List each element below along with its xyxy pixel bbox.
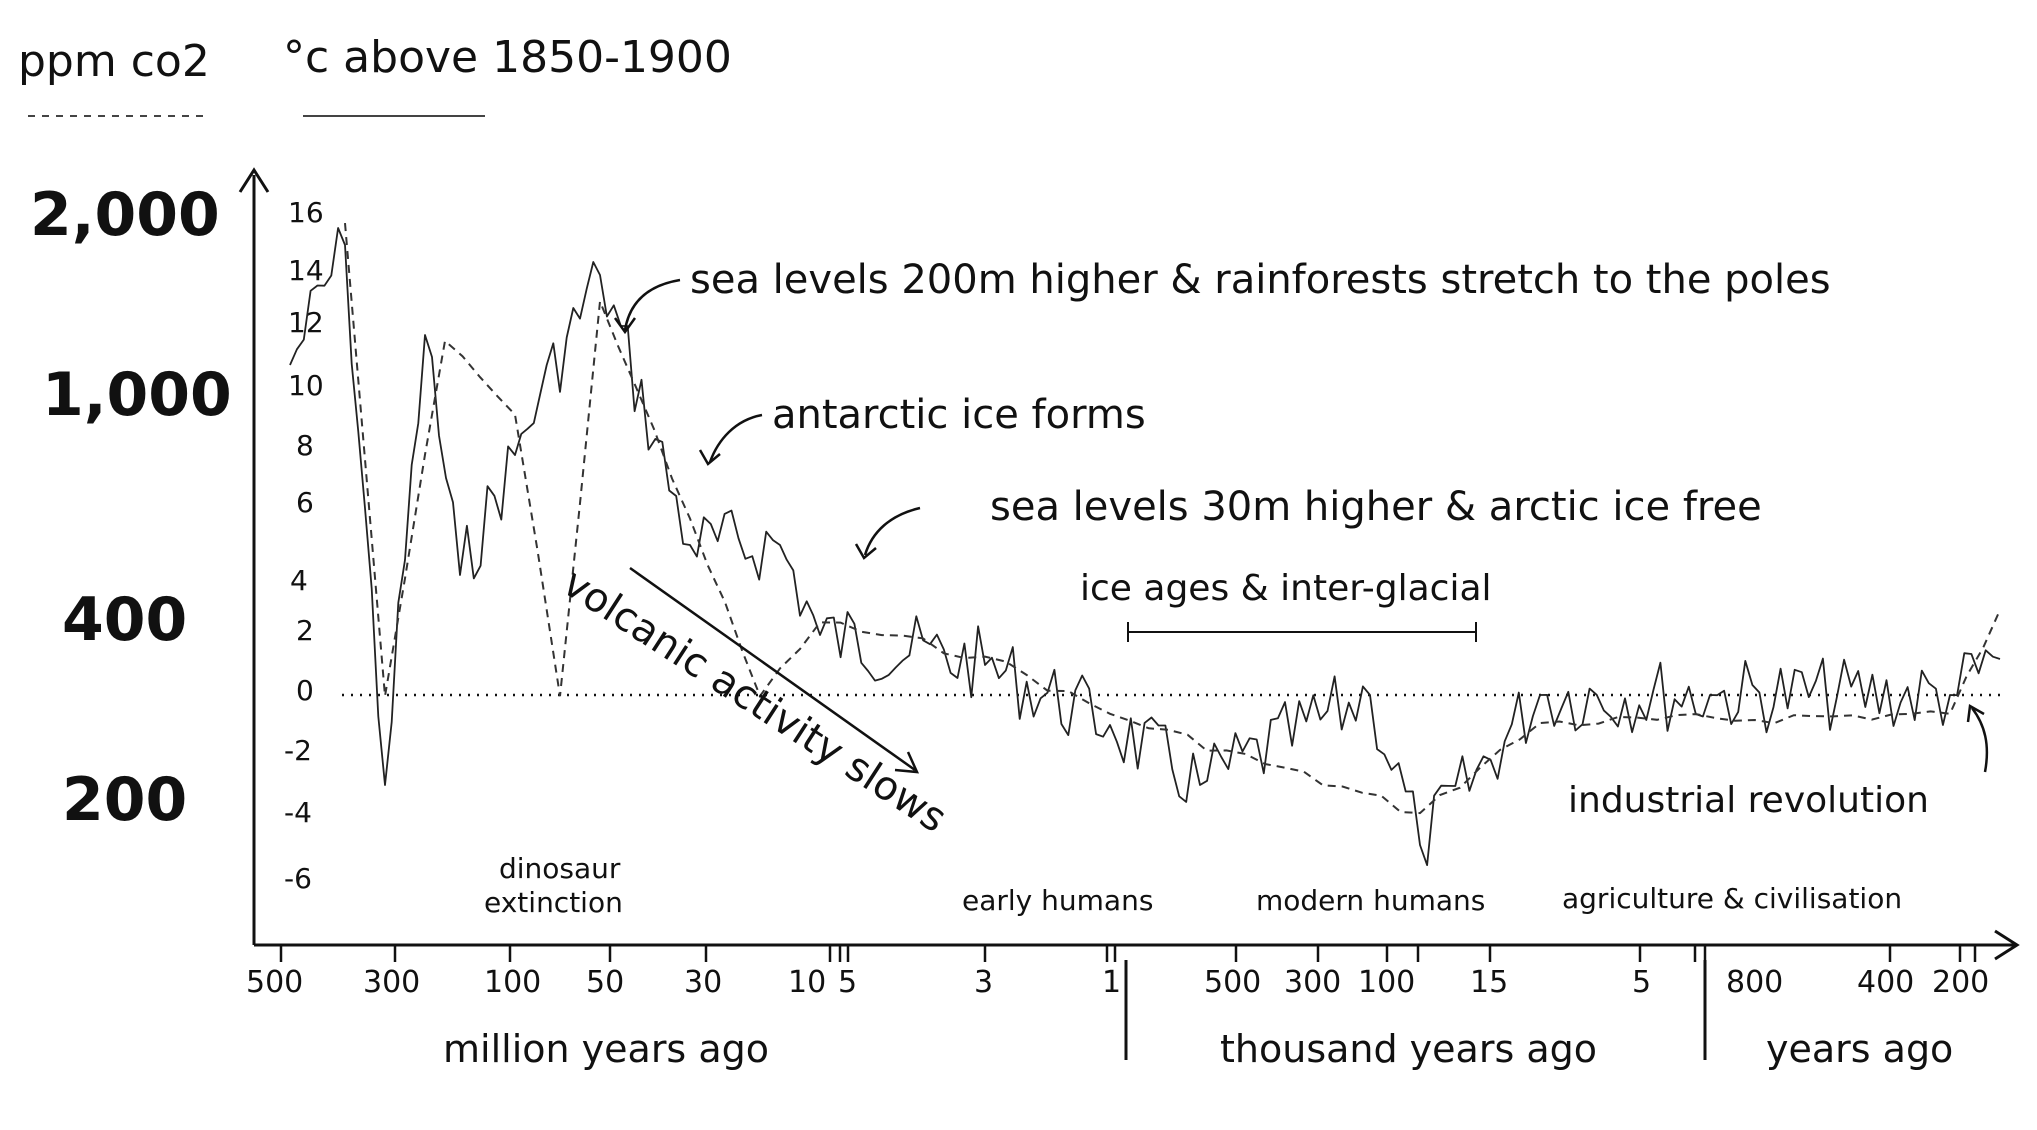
- annotation-antarctic-arrow: [708, 413, 763, 463]
- temp-tick-label: 16: [288, 196, 324, 229]
- temp-tick-label: 6: [296, 486, 314, 519]
- annotation-rainforests: sea levels 200m higher & rainforests str…: [690, 257, 1831, 303]
- temp-legend-label: °c above 1850-1900: [283, 32, 732, 83]
- x-tick-label: 50: [586, 965, 624, 1000]
- annotation-arctic-ice-free: sea levels 30m higher & arctic ice free: [990, 484, 1762, 530]
- industrial-revolution-arrow: [1971, 707, 1989, 773]
- era-label-extinction: extinction: [484, 886, 623, 919]
- annotation-ice-ages: ice ages & inter-glacial: [1080, 568, 1492, 609]
- segment-label-years: years ago: [1766, 1027, 1953, 1071]
- temp-axis-ticks: 16 14 12 10 8 6 4 2 0 -2 -4 -6: [284, 196, 324, 895]
- x-tick-label: 100: [484, 965, 541, 1000]
- co2-axis-ticks: 2,000 1,000 400 200: [30, 180, 232, 835]
- x-tick-label: 200: [1932, 965, 1989, 1000]
- co2-tick-label: 200: [62, 765, 187, 835]
- x-tick-label: 5: [1632, 965, 1651, 1000]
- x-tick-label: 500: [1204, 965, 1261, 1000]
- x-tick-label: 400: [1857, 965, 1914, 1000]
- x-tick-label: 15: [1470, 965, 1508, 1000]
- temp-tick-label: 4: [290, 564, 308, 597]
- temp-tick-label: 2: [296, 614, 314, 647]
- temp-tick-label: 14: [288, 254, 324, 287]
- temp-tick-label: 8: [296, 429, 314, 462]
- era-label-dinosaur: dinosaur: [499, 852, 621, 885]
- x-tick-label: 500: [246, 965, 303, 1000]
- annotation-volcanic-activity: volcanic activity slows: [555, 560, 955, 842]
- annotation-antarctic-ice: antarctic ice forms: [772, 392, 1146, 438]
- x-tick-label: 30: [684, 965, 722, 1000]
- annotation-industrial-revolution: industrial revolution: [1568, 780, 1929, 821]
- x-tick-label: 300: [1284, 965, 1341, 1000]
- segment-label-million: million years ago: [443, 1027, 769, 1071]
- x-tick-label: 5: [838, 965, 857, 1000]
- co2-legend-label: ppm co2: [18, 36, 210, 87]
- annotation-antarctic-arrowhead: [698, 449, 721, 466]
- co2-series-line: [344, 223, 2001, 815]
- y-axis-arrowhead: [238, 167, 270, 193]
- co2-tick-label: 400: [62, 585, 187, 655]
- x-axis-tick-marks: [279, 945, 1977, 962]
- co2-tick-label: 1,000: [42, 360, 232, 430]
- x-tick-label: 100: [1358, 965, 1415, 1000]
- temp-tick-label: -2: [284, 734, 312, 767]
- temp-tick-label: -6: [284, 862, 312, 895]
- co2-tick-label: 2,000: [30, 180, 220, 250]
- annotation-rainforests-arrow: [623, 278, 681, 331]
- x-tick-label: 1: [1102, 965, 1121, 1000]
- era-label-agriculture: agriculture & civilisation: [1562, 882, 1902, 915]
- segment-label-thousand: thousand years ago: [1220, 1027, 1597, 1071]
- annotation-arctic-arrow: [863, 506, 921, 556]
- annotation-rainforests-arrowhead: [613, 317, 637, 335]
- temperature-series-line: [289, 227, 2001, 866]
- x-tick-label: 300: [363, 965, 420, 1000]
- x-tick-label: 3: [974, 965, 993, 1000]
- x-tick-label: 10: [788, 965, 826, 1000]
- x-axis-tick-labels: 500 300 100 50 30 10 5 3 1 500 300 100 1…: [246, 965, 1989, 1000]
- volcanic-activity-arrow: [629, 566, 916, 772]
- annotation-arctic-arrowhead: [854, 543, 877, 560]
- temp-tick-label: 0: [296, 674, 314, 707]
- era-label-modern-humans: modern humans: [1256, 884, 1485, 917]
- temp-tick-label: -4: [284, 796, 312, 829]
- industrial-revolution-arrowhead: [1966, 703, 1985, 723]
- era-label-early-humans: early humans: [962, 884, 1153, 917]
- volcanic-activity-arrowhead: [894, 751, 920, 774]
- x-tick-label: 800: [1726, 965, 1783, 1000]
- x-axis-arrowhead: [1994, 929, 2020, 961]
- temp-tick-label: 10: [288, 369, 324, 402]
